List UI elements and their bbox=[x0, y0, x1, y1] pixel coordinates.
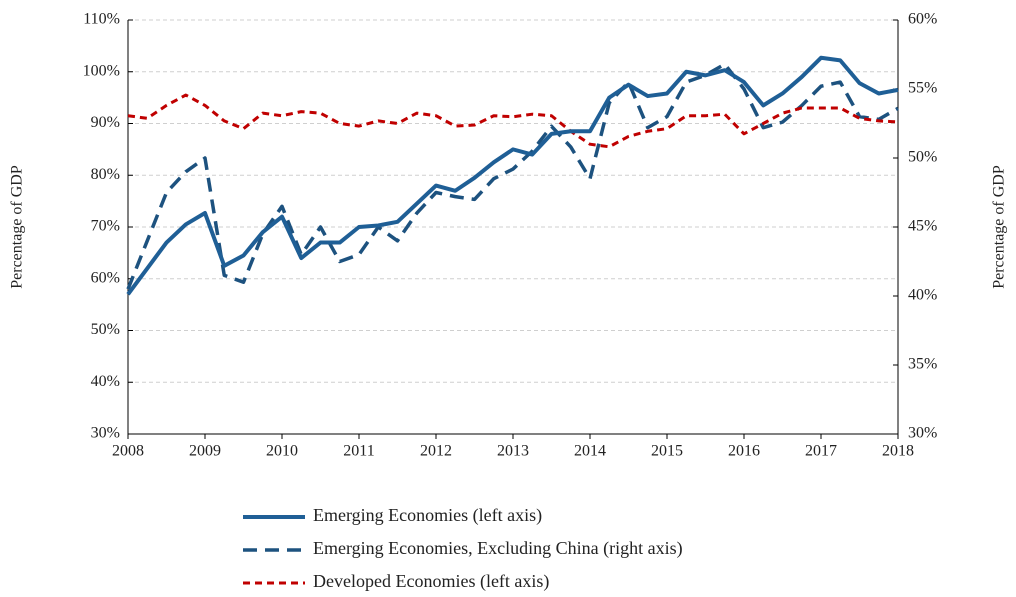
y-tick-label: 80% bbox=[91, 166, 120, 183]
y-tick-label: 110% bbox=[83, 11, 120, 28]
x-tick-label: 2008 bbox=[112, 443, 144, 460]
y-tick-label: 90% bbox=[91, 114, 120, 131]
x-tick-label: 2014 bbox=[574, 443, 606, 460]
x-tick-label: 2012 bbox=[420, 443, 452, 460]
x-tick-label: 2016 bbox=[728, 443, 760, 460]
x-tick-label: 2018 bbox=[882, 443, 914, 460]
legend-label: Developed Economies (left axis) bbox=[313, 571, 549, 592]
x-tick-label: 2015 bbox=[651, 443, 683, 460]
y2-tick-label: 50% bbox=[908, 149, 937, 166]
y2-tick-label: 40% bbox=[908, 287, 937, 304]
y2-tick-label: 45% bbox=[908, 218, 937, 235]
line-series bbox=[126, 55, 899, 296]
y-tick-label: 40% bbox=[91, 373, 120, 390]
line-series bbox=[127, 93, 899, 149]
x-tick-label: 2010 bbox=[266, 443, 298, 460]
y2-tick-label: 35% bbox=[908, 356, 937, 373]
y-tick-label: 70% bbox=[91, 218, 120, 235]
y2-tick-label: 55% bbox=[908, 80, 937, 97]
y-tick-label: 30% bbox=[91, 425, 120, 442]
y2-tick-label: 30% bbox=[908, 425, 937, 442]
x-tick-label: 2011 bbox=[343, 443, 374, 460]
y-axis-label: Percentage of GDP bbox=[9, 165, 26, 289]
y-tick-label: 60% bbox=[91, 269, 120, 286]
x-tick-label: 2017 bbox=[805, 443, 837, 460]
y2-tick-label: 60% bbox=[908, 11, 937, 28]
y-tick-label: 50% bbox=[91, 321, 120, 338]
y2-axis-label: Percentage of GDP bbox=[991, 165, 1008, 289]
x-tick-label: 2013 bbox=[497, 443, 529, 460]
y-tick-label: 100% bbox=[83, 62, 120, 79]
x-tick-label: 2009 bbox=[189, 443, 221, 460]
legend-label: Emerging Economies (left axis) bbox=[313, 505, 542, 526]
legend-label: Emerging Economies, Excluding China (rig… bbox=[313, 538, 683, 559]
line-series bbox=[126, 62, 899, 290]
